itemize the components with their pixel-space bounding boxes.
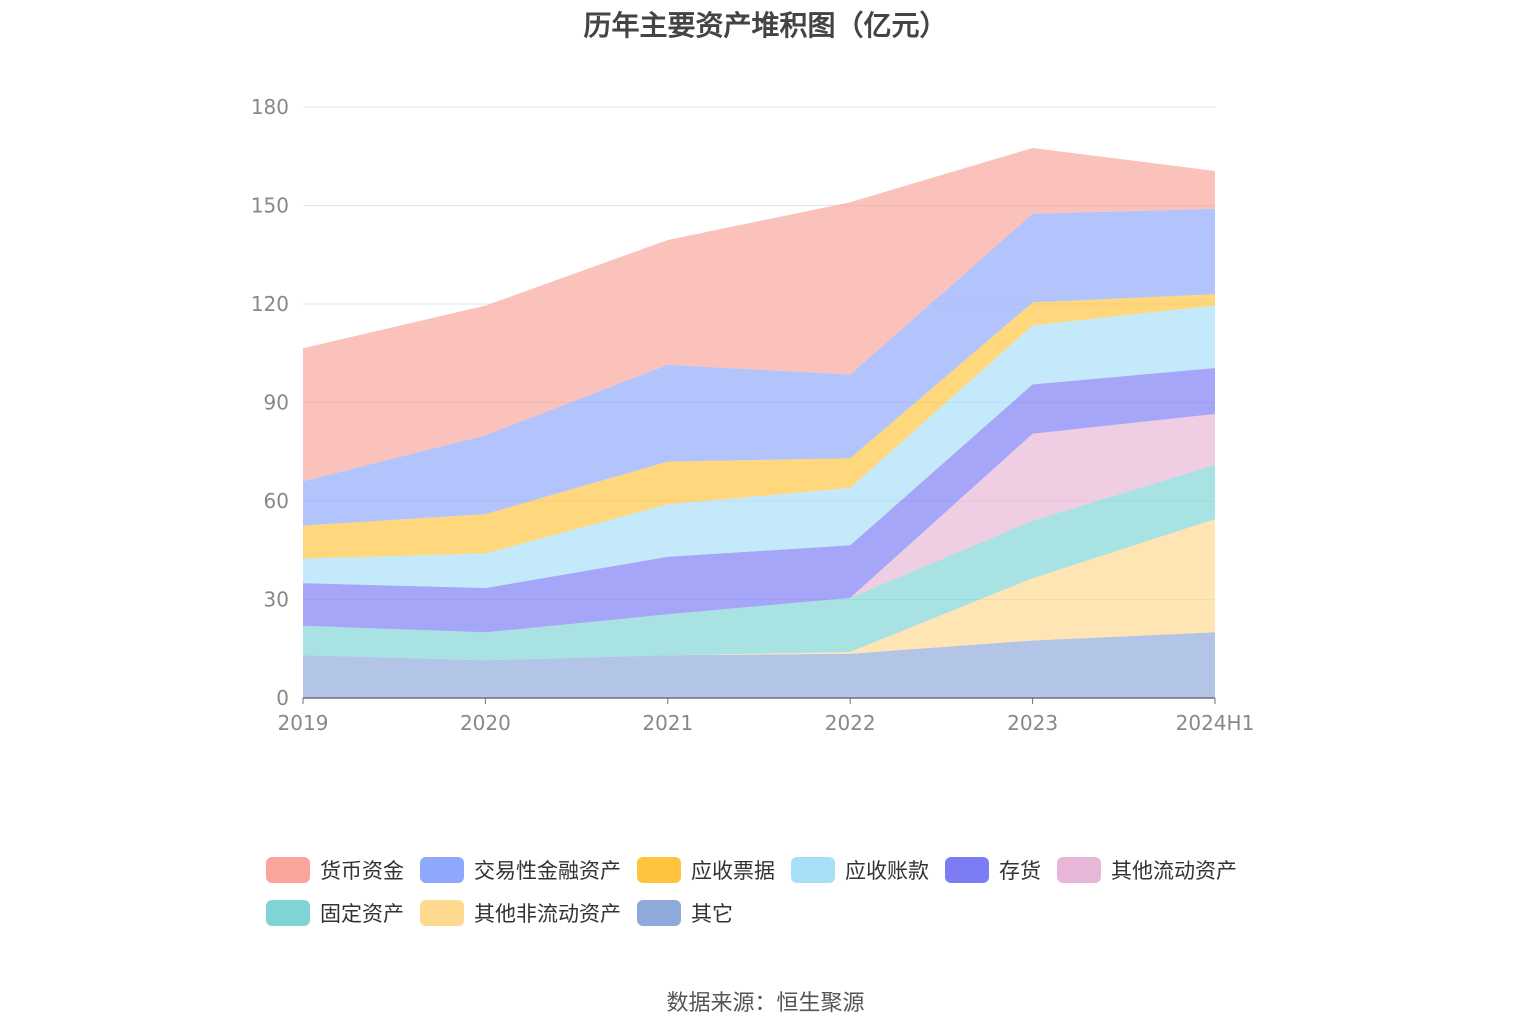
legend-item[interactable]: 其它 bbox=[637, 898, 733, 928]
legend-item[interactable]: 其他流动资产 bbox=[1057, 855, 1237, 885]
y-tick-label: 180 bbox=[251, 95, 289, 119]
x-tick-label: 2021 bbox=[642, 711, 693, 735]
legend-swatch bbox=[420, 856, 464, 883]
legend-label: 固定资产 bbox=[320, 901, 404, 926]
legend-item[interactable]: 固定资产 bbox=[266, 898, 404, 928]
legend-label: 其他流动资产 bbox=[1111, 858, 1237, 883]
area-series-0 bbox=[303, 632, 1215, 698]
legend-label: 其它 bbox=[691, 901, 733, 926]
legend-item[interactable]: 应收账款 bbox=[791, 855, 929, 885]
legend-label: 存货 bbox=[999, 858, 1041, 883]
x-tick-label: 2019 bbox=[278, 711, 329, 735]
legend-swatch bbox=[791, 856, 835, 883]
legend-item[interactable]: 交易性金融资产 bbox=[420, 855, 621, 885]
x-tick-label: 2023 bbox=[1007, 711, 1058, 735]
legend-swatch bbox=[1057, 856, 1101, 883]
legend-label: 货币资金 bbox=[320, 858, 404, 883]
legend: 货币资金 交易性金融资产 应收票据 应收账款 存货 其他流动资产固定资产 其他非流动资产 其它 bbox=[266, 848, 1286, 934]
area-series-5 bbox=[303, 305, 1215, 588]
legend-label: 交易性金融资产 bbox=[474, 858, 621, 883]
area-series-4 bbox=[303, 368, 1215, 633]
area-series-6 bbox=[303, 294, 1215, 559]
area-series-7 bbox=[303, 208, 1215, 526]
legend-swatch bbox=[420, 899, 464, 926]
y-tick-label: 0 bbox=[276, 686, 289, 710]
area-series-8 bbox=[303, 148, 1215, 482]
y-tick-label: 120 bbox=[251, 292, 289, 316]
legend-swatch bbox=[945, 856, 989, 883]
area-series-1 bbox=[303, 519, 1215, 661]
legend-item[interactable]: 存货 bbox=[945, 855, 1041, 885]
legend-item[interactable]: 货币资金 bbox=[266, 855, 404, 885]
legend-item[interactable]: 其他非流动资产 bbox=[420, 898, 621, 928]
legend-label: 其他非流动资产 bbox=[474, 901, 621, 926]
legend-swatch bbox=[266, 856, 310, 883]
data-source: 数据来源：恒生聚源 bbox=[666, 991, 865, 1016]
legend-row: 固定资产 其他非流动资产 其它 bbox=[266, 891, 1286, 934]
area-series-3 bbox=[303, 414, 1215, 633]
legend-swatch bbox=[637, 899, 681, 926]
legend-swatch bbox=[637, 856, 681, 883]
legend-label: 应收账款 bbox=[845, 858, 929, 883]
x-tick-label: 2024H1 bbox=[1176, 711, 1255, 735]
stacked-area-chart: 0 30 60 90 120 150 180 2019 2020 2021 2022 2023 2024… bbox=[251, 95, 1255, 735]
x-tick-label: 2022 bbox=[825, 711, 876, 735]
y-tick-label: 60 bbox=[264, 489, 289, 513]
y-tick-label: 150 bbox=[251, 194, 289, 218]
chart-title: 历年主要资产堆积图（亿元） bbox=[583, 9, 948, 42]
legend-label: 应收票据 bbox=[691, 858, 775, 883]
y-tick-label: 90 bbox=[264, 391, 289, 415]
legend-row: 货币资金 交易性金融资产 应收票据 应收账款 存货 其他流动资产 bbox=[266, 848, 1286, 891]
x-tick-label: 2020 bbox=[460, 711, 511, 735]
legend-item[interactable]: 应收票据 bbox=[637, 855, 775, 885]
area-series-2 bbox=[303, 464, 1215, 661]
y-tick-label: 30 bbox=[264, 588, 289, 612]
legend-swatch bbox=[266, 899, 310, 926]
